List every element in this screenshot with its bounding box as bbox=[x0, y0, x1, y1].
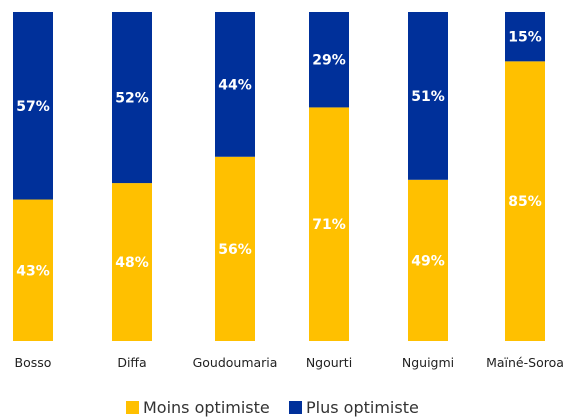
data-label-plus-optimiste-bosso: 57% bbox=[16, 99, 50, 115]
legend-label-plus-optimiste: Plus optimiste bbox=[306, 398, 419, 417]
legend-label-moins-optimiste: Moins optimiste bbox=[143, 398, 270, 417]
category-label-nguigmi: Nguigmi bbox=[402, 355, 454, 370]
data-label-moins-optimiste-ngourti: 71% bbox=[312, 217, 346, 233]
bar-moins-optimiste-bosso bbox=[13, 199, 53, 341]
category-label-diffa: Diffa bbox=[117, 355, 146, 370]
data-label-plus-optimiste-goudoumaria: 44% bbox=[218, 77, 252, 93]
bar-moins-optimiste-diffa bbox=[112, 183, 152, 341]
bar-plus-optimiste-diffa bbox=[112, 12, 152, 184]
data-label-moins-optimiste-bosso: 43% bbox=[16, 263, 50, 279]
data-label-plus-optimiste-diffa: 52% bbox=[115, 91, 149, 107]
category-label-goudoumaria: Goudoumaria bbox=[193, 355, 278, 370]
data-label-moins-optimiste-maine-soroa: 85% bbox=[508, 194, 542, 210]
bar-moins-optimiste-maine-soroa bbox=[505, 61, 545, 341]
category-label-bosso: Bosso bbox=[15, 355, 52, 370]
bar-moins-optimiste-goudoumaria bbox=[215, 156, 255, 341]
category-label-maine-soroa: Maïné-Soroa bbox=[486, 355, 564, 370]
data-label-plus-optimiste-ngourti: 29% bbox=[312, 53, 346, 69]
category-axis: Bosso Diffa Goudoumaria Ngourti Nguigmi Maïné… bbox=[15, 355, 564, 370]
bar-plus-optimiste-nguigmi bbox=[408, 12, 448, 180]
legend: Moins optimiste Plus optimiste bbox=[126, 398, 419, 417]
bar-plus-optimiste-maine-soroa bbox=[505, 12, 545, 62]
data-label-moins-optimiste-nguigmi: 49% bbox=[411, 253, 445, 269]
bar-plus-optimiste-bosso bbox=[13, 12, 53, 200]
bar-moins-optimiste-ngourti bbox=[309, 107, 349, 341]
plot-area: 43% 57% 48% 52% 56% 44% 71% 29% 49% 51% 85% 15% bbox=[13, 12, 545, 341]
data-label-plus-optimiste-nguigmi: 51% bbox=[411, 89, 445, 105]
bar-plus-optimiste-ngourti bbox=[309, 12, 349, 108]
bar-plus-optimiste-goudoumaria bbox=[215, 12, 255, 157]
category-label-ngourti: Ngourti bbox=[306, 355, 352, 370]
legend-swatch-moins-optimiste bbox=[126, 401, 139, 414]
data-label-moins-optimiste-diffa: 48% bbox=[115, 255, 149, 271]
data-label-plus-optimiste-maine-soroa: 15% bbox=[508, 30, 542, 46]
bar-moins-optimiste-nguigmi bbox=[408, 179, 448, 341]
data-label-moins-optimiste-goudoumaria: 56% bbox=[218, 242, 252, 258]
legend-swatch-plus-optimiste bbox=[289, 401, 302, 414]
